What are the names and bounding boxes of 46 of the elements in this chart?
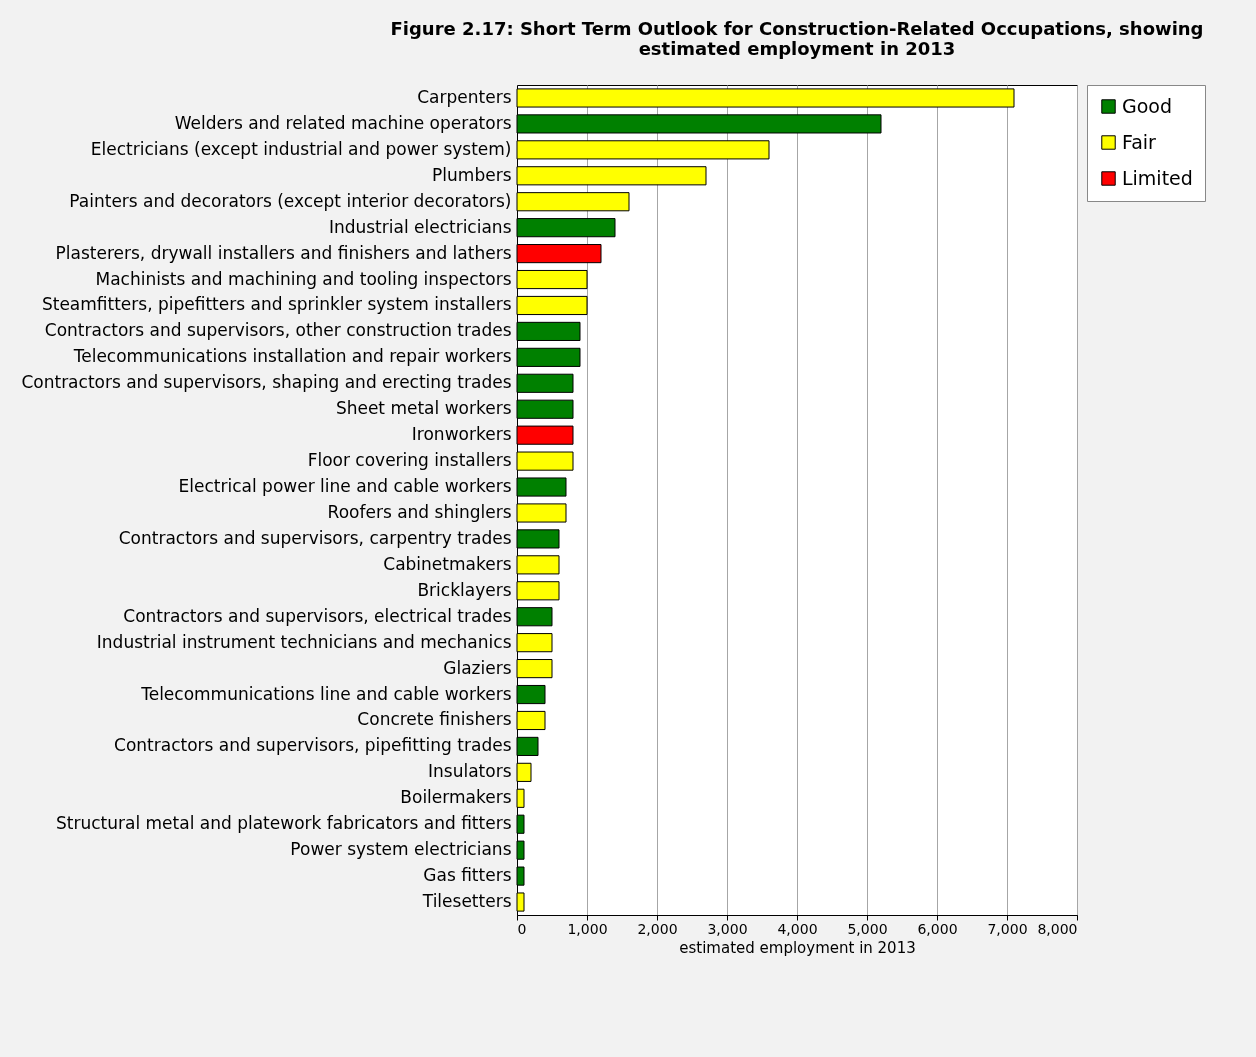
y-tick-label: Plumbers (432, 164, 512, 185)
y-tick-label: Sheet metal workers (335, 398, 512, 419)
y-tick-label: Tilesetters (421, 891, 512, 912)
y-tick-label: Cabinetmakers (383, 553, 512, 574)
y-tick-label: Bricklayers (417, 579, 512, 600)
y-tick-label: Concrete finishers (357, 709, 512, 730)
y-tick-label: Telecommunications line and cable workers (140, 683, 512, 704)
x-axis-title: estimated employment in 2013 (679, 938, 916, 957)
chart-title: Figure 2.17: Short Term Outlook for Construction-Related Occupations, showing estimated employment in 2013 (390, 17, 1204, 59)
y-tick-label: Contractors and supervisors, shaping and erecting trades (21, 372, 512, 393)
x-tick-label: 0 (517, 920, 527, 937)
x-tick-label: 1,000 (567, 920, 608, 937)
x-tick-label: 2,000 (637, 920, 678, 937)
y-tick-label: Contractors and supervisors, electrical trades (123, 605, 512, 626)
y-tick-label: Electricians (except industrial and power system) (90, 138, 512, 159)
y-tick-label: Industrial electricians (328, 216, 512, 237)
y-tick-label: Contractors and supervisors, other construction trades (44, 320, 512, 341)
y-tick-label: Telecommunications installation and repair workers (72, 346, 512, 367)
y-tick-label: Ironworkers (411, 424, 512, 445)
y-tick-label: Gas fitters (423, 865, 512, 886)
legend-label: Limited (1122, 166, 1193, 189)
y-tick-label: Roofers and shinglers (327, 501, 512, 522)
y-tick-label: Power system electricians (290, 839, 512, 860)
y-tick-label: Industrial instrument technicians and mechanics (96, 631, 512, 652)
y-tick-label: Steamfitters, pipefitters and sprinkler system installers (41, 294, 512, 315)
y-tick-label: Contractors and supervisors, pipefitting trades (114, 735, 512, 756)
y-tick-label: Plasterers, drywall installers and finishers and lathers (55, 242, 512, 263)
y-tick-label: Structural metal and platework fabricators and fitters (56, 813, 512, 834)
x-tick-label: 5,000 (847, 920, 888, 937)
y-tick-label: Carpenters (417, 86, 512, 107)
y-tick-label: Machinists and machining and tooling inspectors (95, 268, 512, 289)
y-tick-label: Contractors and supervisors, carpentry trades (118, 527, 512, 548)
y-tick-label: Welders and related machine operators (174, 112, 512, 133)
legend-label: Fair (1122, 130, 1157, 153)
x-tick-label: 8,000 (1037, 920, 1078, 937)
y-tick-label: Painters and decorators (except interior decorators) (69, 190, 512, 211)
legend-label: Good (1122, 94, 1173, 117)
x-tick-label: 6,000 (917, 920, 958, 937)
y-tick-label: Boilermakers (400, 787, 512, 808)
x-tick-label: 4,000 (777, 920, 818, 937)
y-tick-label: Floor covering installers (307, 450, 512, 471)
y-tick-label: Insulators (428, 761, 512, 782)
y-tick-label: Electrical power line and cable workers (178, 476, 512, 497)
y-tick-label: Glaziers (443, 657, 512, 678)
x-tick-label: 3,000 (707, 920, 748, 937)
x-tick-label: 7,000 (987, 920, 1028, 937)
